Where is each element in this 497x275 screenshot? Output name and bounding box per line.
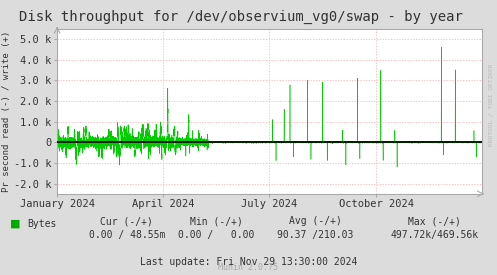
Text: Max (-/+): Max (-/+) xyxy=(409,216,461,226)
Text: RRDTOOL / TOBI OETIKER: RRDTOOL / TOBI OETIKER xyxy=(488,63,493,146)
Text: Cur (-/+): Cur (-/+) xyxy=(100,216,153,226)
Text: Bytes: Bytes xyxy=(27,219,57,229)
Text: Munin 2.0.75: Munin 2.0.75 xyxy=(219,263,278,272)
Text: 497.72k/469.56k: 497.72k/469.56k xyxy=(391,230,479,240)
Text: 90.37 /210.03: 90.37 /210.03 xyxy=(277,230,354,240)
Text: ■: ■ xyxy=(10,219,20,229)
Text: Last update: Fri Nov 29 13:30:00 2024: Last update: Fri Nov 29 13:30:00 2024 xyxy=(140,257,357,267)
Text: 0.00 /   0.00: 0.00 / 0.00 xyxy=(178,230,254,240)
Text: Avg (-/+): Avg (-/+) xyxy=(289,216,342,226)
Y-axis label: Pr second read (-) / write (+): Pr second read (-) / write (+) xyxy=(2,31,11,192)
Text: Min (-/+): Min (-/+) xyxy=(190,216,243,226)
Text: Disk throughput for /dev/observium_vg0/swap - by year: Disk throughput for /dev/observium_vg0/s… xyxy=(19,10,463,24)
Text: 0.00 / 48.55m: 0.00 / 48.55m xyxy=(88,230,165,240)
